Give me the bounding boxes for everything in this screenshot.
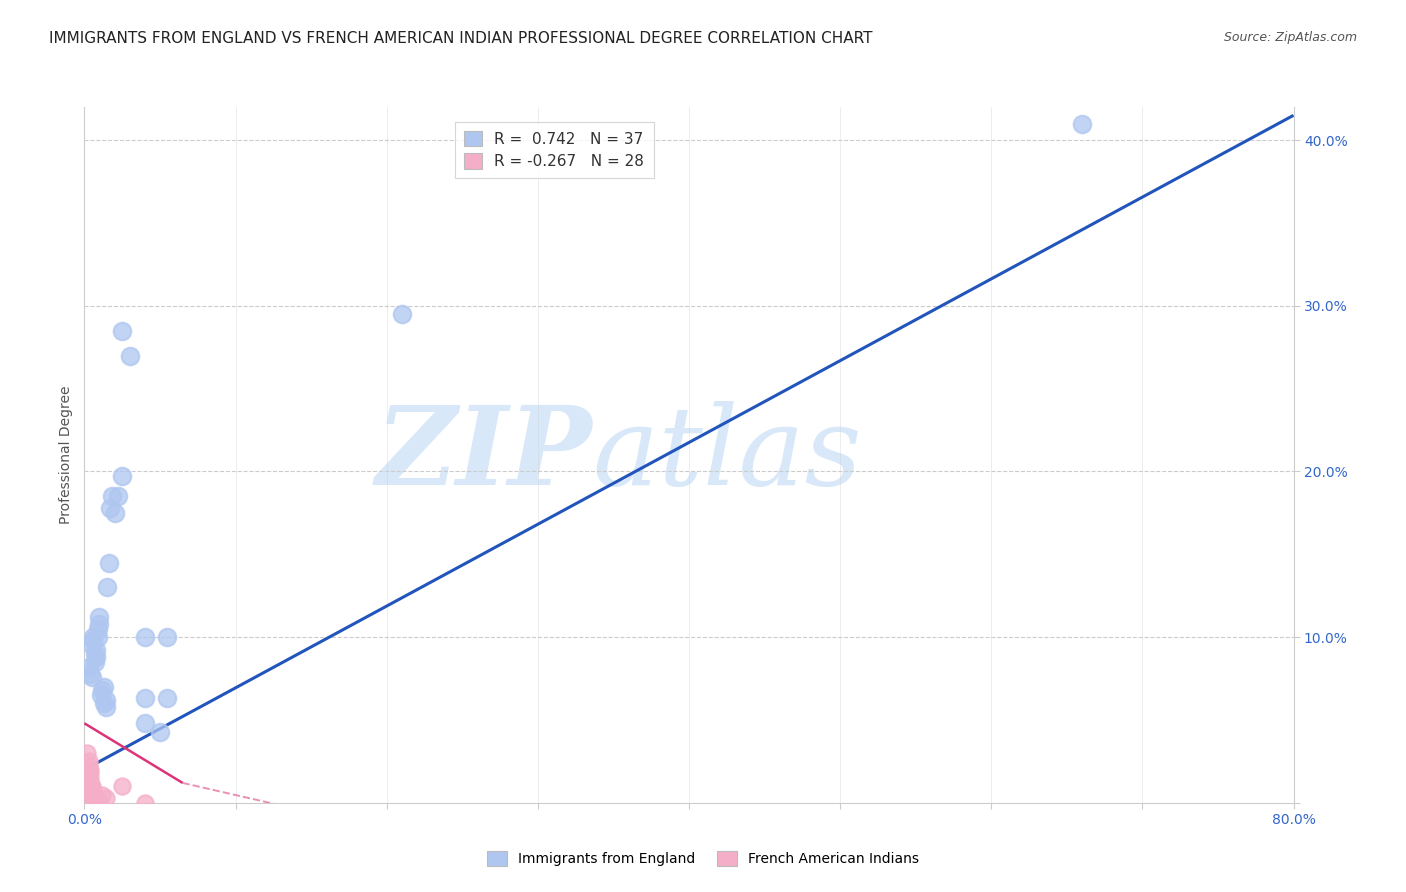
Point [91, 788, 114, 802]
Point [118, 349, 141, 363]
Point [86, 796, 108, 810]
Point [77, 759, 100, 773]
Point [84, 796, 107, 810]
Point [82, 788, 104, 802]
Point [84, 792, 107, 806]
Point [111, 469, 134, 483]
Point [90, 688, 112, 702]
Point [80, 670, 103, 684]
Point [156, 691, 179, 706]
Text: ZIP: ZIP [375, 401, 592, 508]
Point [149, 724, 172, 739]
Point [79, 771, 101, 785]
Legend: R =  0.742   N = 37, R = -0.267   N = 28: R = 0.742 N = 37, R = -0.267 N = 28 [454, 121, 654, 178]
Legend: Immigrants from England, French American Indians: Immigrants from England, French American… [481, 846, 925, 871]
Point [87, 796, 110, 810]
Point [79, 776, 101, 790]
Point [134, 691, 156, 706]
Point [87, 622, 110, 636]
Point [79, 666, 101, 681]
Point [80, 779, 103, 793]
Point [77, 755, 100, 769]
Point [86, 794, 108, 808]
Point [84, 796, 107, 810]
Point [1071, 117, 1094, 131]
Text: atlas: atlas [592, 401, 862, 508]
Point [104, 506, 127, 520]
Point [76, 746, 98, 760]
Point [79, 763, 101, 777]
Point [82, 794, 104, 808]
Point [82, 790, 104, 805]
Point [84, 655, 107, 669]
Point [111, 324, 134, 338]
Point [134, 630, 156, 644]
Point [86, 650, 108, 665]
Point [391, 307, 413, 321]
Text: Source: ZipAtlas.com: Source: ZipAtlas.com [1223, 31, 1357, 45]
Point [79, 766, 101, 780]
Point [98, 500, 121, 515]
Point [134, 716, 156, 731]
Point [80, 786, 103, 800]
Point [87, 630, 110, 644]
Point [89, 796, 111, 810]
Point [89, 616, 111, 631]
Point [94, 790, 117, 805]
Point [86, 796, 108, 810]
Point [82, 782, 104, 797]
Point [77, 660, 100, 674]
Point [86, 643, 108, 657]
Point [89, 794, 111, 808]
Point [91, 683, 114, 698]
Point [80, 789, 103, 804]
Point [82, 633, 104, 648]
Point [80, 639, 103, 653]
Point [94, 693, 117, 707]
Point [89, 610, 111, 624]
Point [80, 782, 103, 797]
Point [84, 647, 107, 661]
Point [100, 489, 122, 503]
Point [93, 697, 115, 711]
Point [107, 489, 129, 503]
Point [93, 680, 115, 694]
Point [134, 796, 156, 810]
Text: IMMIGRANTS FROM ENGLAND VS FRENCH AMERICAN INDIAN PROFESSIONAL DEGREE CORRELATIO: IMMIGRANTS FROM ENGLAND VS FRENCH AMERIC… [49, 31, 873, 46]
Point [96, 581, 118, 595]
Point [82, 630, 104, 644]
Y-axis label: Professional Degree: Professional Degree [59, 385, 73, 524]
Point [156, 630, 179, 644]
Point [111, 779, 134, 793]
Point [94, 699, 117, 714]
Point [97, 556, 120, 570]
